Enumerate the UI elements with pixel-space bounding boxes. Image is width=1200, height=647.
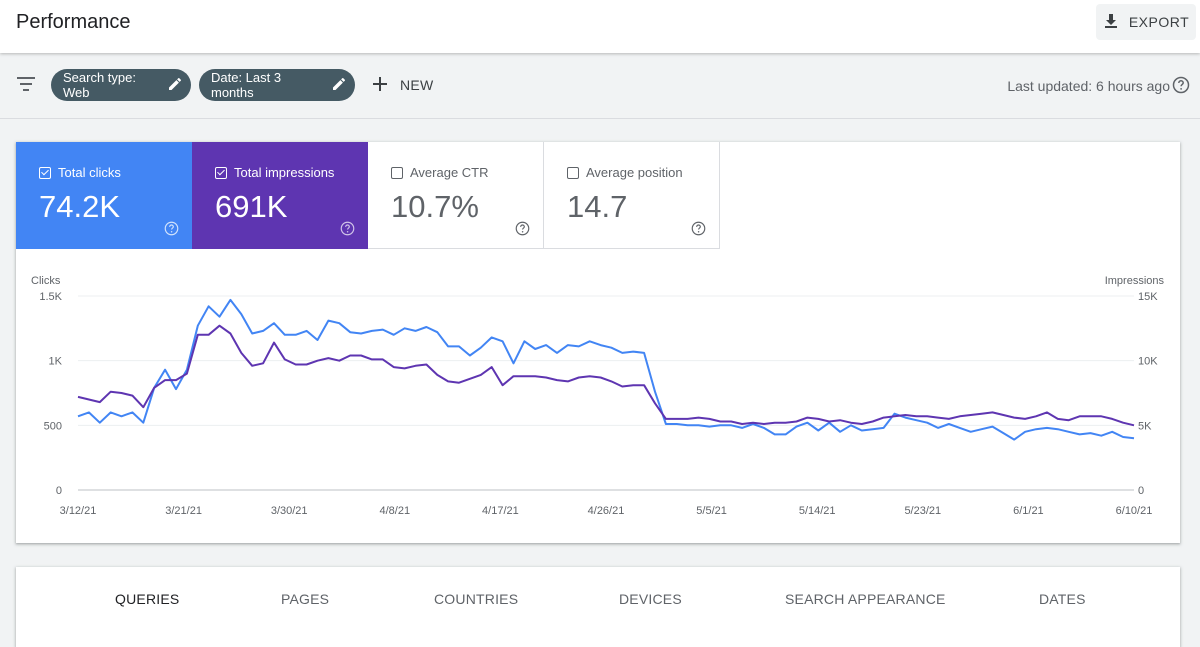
tab-devices[interactable]: DEVICES: [619, 591, 682, 607]
tab-dates[interactable]: DATES: [1039, 591, 1086, 607]
search-type-chip[interactable]: Search type: Web: [51, 69, 191, 101]
metric-value: 691K: [215, 189, 288, 224]
chip-label: Date: Last 3 months: [211, 70, 282, 100]
y-tick-label-left: 500: [44, 420, 62, 432]
metric-total-impressions[interactable]: Total impressions 691K: [192, 142, 368, 249]
new-label: NEW: [400, 77, 434, 93]
x-tick-label: 4/8/21: [380, 505, 411, 517]
y-axis-label-left: Clicks: [31, 275, 61, 287]
checkbox-unchecked-icon[interactable]: [391, 166, 403, 179]
new-filter-button[interactable]: NEW: [372, 69, 434, 101]
metric-label: Average CTR: [410, 165, 489, 180]
help-icon[interactable]: [1172, 76, 1190, 99]
metric-average-position[interactable]: Average position 14.7: [544, 142, 720, 249]
performance-chart[interactable]: Clicks Impressions 0 0 500 5K 1K 10K 1.5K 15K 3/…: [16, 249, 1180, 543]
y-tick-label-right: 15K: [1138, 291, 1158, 303]
pencil-icon: [333, 77, 346, 93]
help-icon[interactable]: [340, 221, 355, 241]
performance-card: Total clicks 74.2K Total impressions 691…: [16, 142, 1180, 543]
x-tick-label: 6/10/21: [1116, 505, 1153, 517]
tab-search-appearance[interactable]: SEARCH APPEARANCE: [785, 591, 946, 607]
checkbox-checked-icon[interactable]: [39, 166, 51, 179]
metric-label: Total clicks: [58, 165, 121, 180]
top-bar: Performance EXPORT: [0, 0, 1200, 53]
tab-pages[interactable]: PAGES: [281, 591, 330, 607]
y-tick-label-left: 0: [56, 485, 62, 497]
checkbox-unchecked-icon[interactable]: [567, 166, 579, 179]
filter-icon[interactable]: [17, 77, 35, 96]
metric-average-ctr[interactable]: Average CTR 10.7%: [368, 142, 544, 249]
filter-bar: Search type: Web Date: Last 3 months NEW…: [0, 53, 1200, 119]
x-tick-label: 6/1/21: [1013, 505, 1044, 517]
series-line-total-impressions[interactable]: [77, 324, 1135, 427]
metric-value: 10.7%: [391, 189, 479, 224]
x-tick-label: 3/12/21: [60, 505, 97, 517]
y-tick-label-left: 1.5K: [39, 291, 62, 303]
y-axis-label-right: Impressions: [1105, 275, 1165, 287]
pencil-icon: [169, 77, 182, 93]
x-tick-label: 3/21/21: [165, 505, 202, 517]
x-tick-label: 5/23/21: [904, 505, 941, 517]
help-icon[interactable]: [515, 221, 530, 241]
y-tick-label-right: 0: [1138, 485, 1144, 497]
tab-queries[interactable]: QUERIES: [115, 591, 180, 607]
x-tick-label: 5/14/21: [799, 505, 836, 517]
tab-countries[interactable]: COUNTRIES: [434, 591, 519, 607]
x-tick-label: 3/30/21: [271, 505, 308, 517]
y-tick-label-right: 10K: [1138, 356, 1158, 368]
plus-icon: [372, 76, 388, 95]
checkbox-checked-icon[interactable]: [215, 166, 227, 179]
help-icon[interactable]: [164, 221, 179, 241]
y-tick-label-left: 1K: [49, 356, 63, 368]
help-icon[interactable]: [691, 221, 706, 241]
last-updated-text: Last updated: 6 hours ago: [1007, 78, 1170, 94]
x-tick-label: 5/5/21: [696, 505, 727, 517]
series-line-total-clicks[interactable]: [77, 298, 1135, 441]
metric-value: 74.2K: [39, 189, 121, 224]
metric-label: Total impressions: [234, 165, 335, 180]
metric-value: 14.7: [567, 189, 628, 224]
x-tick-label: 4/26/21: [588, 505, 625, 517]
export-label: EXPORT: [1128, 14, 1190, 30]
page-title: Performance: [16, 11, 131, 33]
date-range-chip[interactable]: Date: Last 3 months: [199, 69, 355, 101]
x-tick-label: 4/17/21: [482, 505, 519, 517]
chip-label: Search type: Web: [63, 70, 136, 100]
dimension-tabs: QUERIES PAGES COUNTRIES DEVICES SEARCH A…: [16, 567, 1180, 647]
metric-total-clicks[interactable]: Total clicks 74.2K: [16, 142, 192, 249]
download-icon: [1103, 13, 1119, 32]
metric-label: Average position: [586, 165, 683, 180]
export-button[interactable]: EXPORT: [1096, 4, 1196, 40]
y-tick-label-right: 5K: [1138, 420, 1152, 432]
